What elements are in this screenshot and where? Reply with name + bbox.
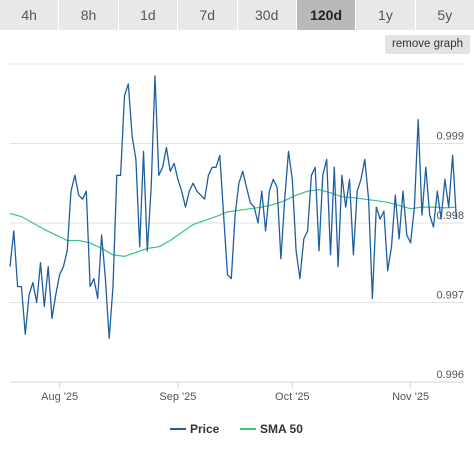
x-tick-label: Nov '25	[392, 391, 429, 403]
y-tick-label: 0.997	[436, 290, 464, 302]
price-series-line	[9, 75, 458, 339]
x-tick-label: Sep '25	[159, 391, 196, 403]
legend-label-sma-50[interactable]: SMA 50	[260, 422, 303, 436]
remove-graph-button[interactable]: remove graph	[385, 35, 470, 54]
chart-gridlines	[10, 63, 464, 383]
y-tick-label: 1	[458, 60, 464, 63]
range-button-8h[interactable]: 8h	[59, 0, 119, 30]
range-button-5y[interactable]: 5y	[415, 0, 474, 30]
y-tick-label: 0.998	[436, 210, 464, 222]
x-tick-label: Oct '25	[275, 391, 310, 403]
range-button-30d[interactable]: 30d	[237, 0, 297, 30]
y-tick-label: 0.996	[436, 369, 464, 381]
x-axis-ticks: Aug '25 Sep '25 Oct '25 Nov '25	[41, 382, 429, 403]
chart-series	[9, 75, 458, 339]
chart-legend: Price SMA 50	[170, 422, 303, 436]
range-button-120d[interactable]: 120d	[296, 0, 357, 30]
x-tick-label: Aug '25	[41, 391, 78, 403]
y-tick-label: 0.999	[436, 131, 464, 143]
range-button-1y[interactable]: 1y	[356, 0, 416, 30]
range-button-7d[interactable]: 7d	[178, 0, 238, 30]
sma-50-series-line	[9, 189, 457, 257]
time-range-selector: 4h 8h 1d 7d 30d 120d 1y 5y	[0, 0, 474, 30]
range-button-1d[interactable]: 1d	[118, 0, 179, 30]
range-button-4h[interactable]: 4h	[0, 0, 60, 30]
price-chart: 0.996 0.997 0.998 0.999 1 Aug '25 Sep '25 Oct …	[9, 60, 464, 436]
legend-label-price[interactable]: Price	[190, 422, 220, 436]
y-axis-ticks: 0.996 0.997 0.998 0.999 1	[436, 60, 464, 381]
